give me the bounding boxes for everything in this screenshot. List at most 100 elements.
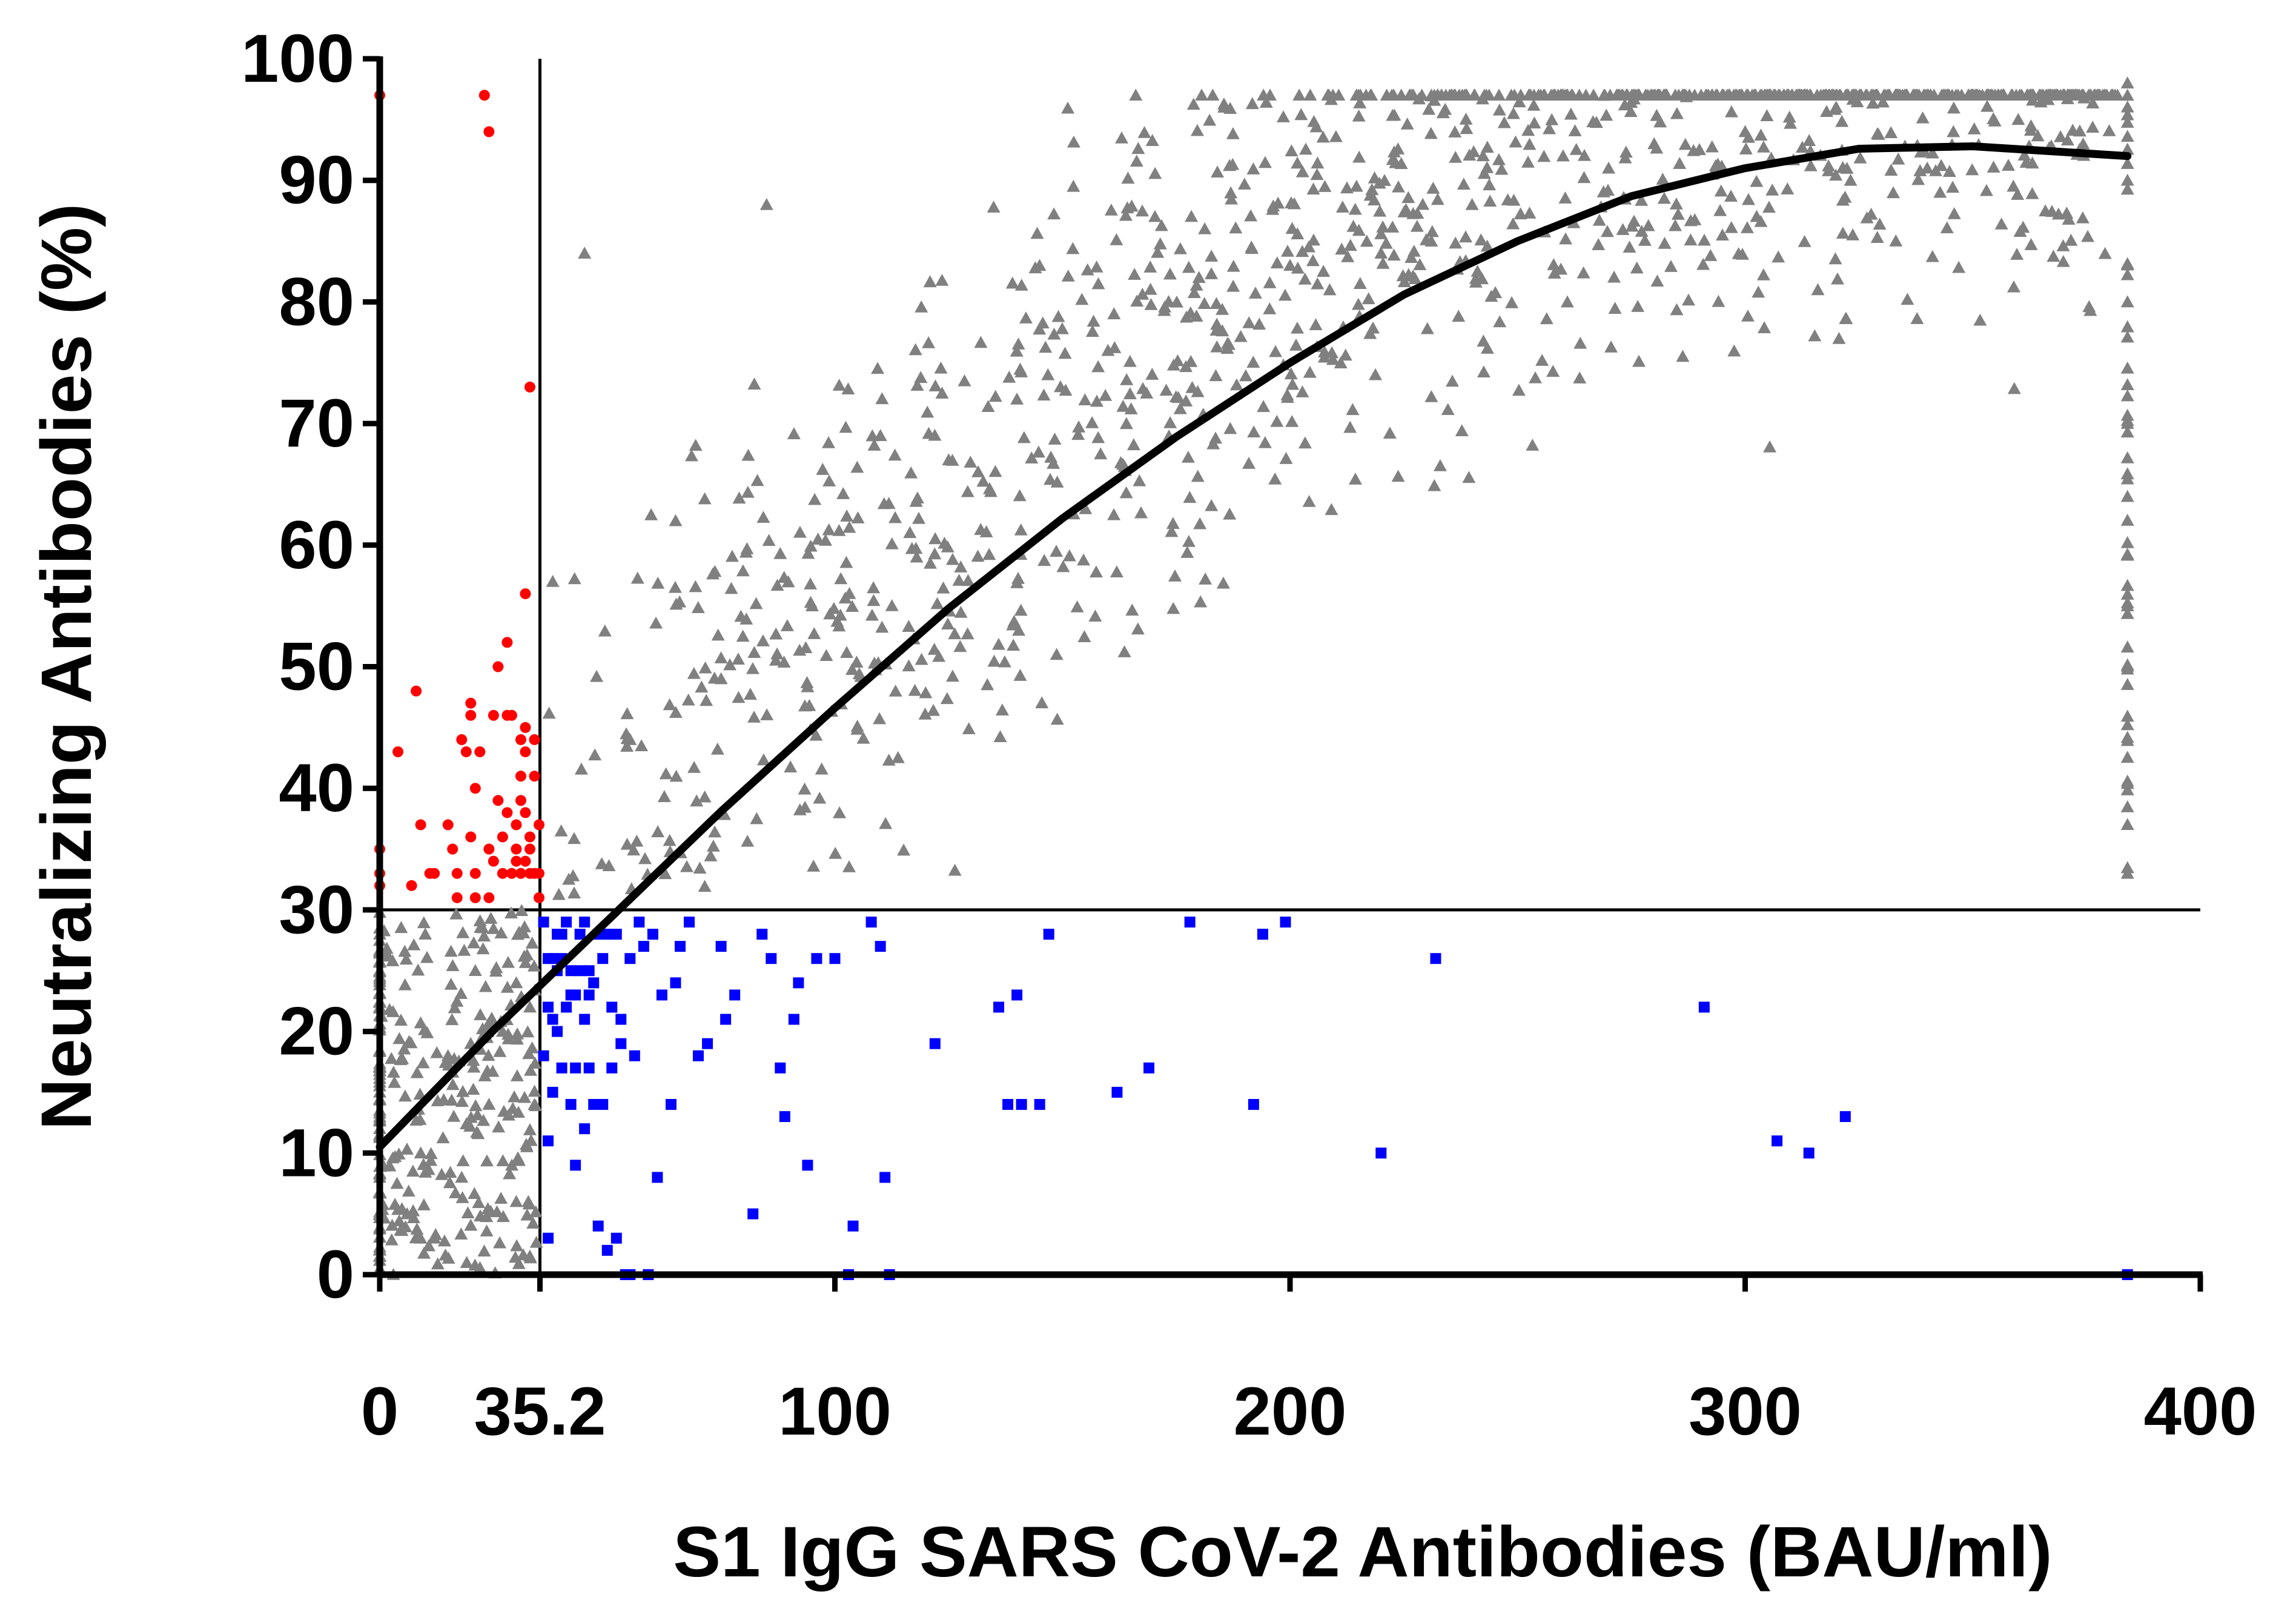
red-point xyxy=(534,868,545,879)
gray-point xyxy=(409,1231,423,1244)
gray-point xyxy=(1480,239,1494,252)
gray-point xyxy=(2013,225,2027,237)
gray-point xyxy=(1910,312,1924,324)
gray-point xyxy=(1283,259,1297,271)
red-point xyxy=(415,819,426,831)
gray-point xyxy=(2025,156,2039,169)
gray-point xyxy=(706,839,720,852)
gray-point xyxy=(510,1239,524,1252)
gray-point xyxy=(700,694,713,706)
gray-point xyxy=(834,572,848,585)
gray-point xyxy=(693,861,707,874)
gray-point xyxy=(455,1170,469,1183)
gray-point xyxy=(1884,126,1898,138)
gray-point xyxy=(1576,266,1590,279)
gray-point xyxy=(1119,208,1133,221)
gray-point xyxy=(961,485,974,497)
gray-point xyxy=(680,860,693,872)
gray-point xyxy=(2120,268,2134,280)
gray-point xyxy=(2007,382,2021,394)
gray-point xyxy=(1033,322,1047,335)
x-axis-ticks: 0 35.2 100 200 300 400 xyxy=(361,1275,2257,1449)
blue-point xyxy=(1143,1062,1155,1074)
gray-point xyxy=(1705,88,1719,101)
gray-point xyxy=(2120,678,2134,690)
gray-point xyxy=(1245,241,1259,253)
gray-point xyxy=(481,1049,495,1061)
gray-point xyxy=(1338,348,1352,361)
gray-point xyxy=(1291,227,1305,240)
gray-point xyxy=(1263,276,1277,288)
blue-point xyxy=(747,1208,759,1220)
gray-point xyxy=(1144,297,1158,310)
gray-point xyxy=(1170,295,1183,308)
gray-point xyxy=(503,1167,517,1180)
gray-point xyxy=(1428,93,1441,106)
gray-point xyxy=(1348,202,1362,215)
gray-point xyxy=(463,1120,477,1132)
gray-point xyxy=(1669,197,1683,210)
gray-point xyxy=(888,448,902,461)
gray-point xyxy=(1556,149,1570,162)
gray-point xyxy=(850,460,864,473)
gray-point xyxy=(407,938,421,951)
gray-point xyxy=(518,920,532,932)
gray-point xyxy=(1756,268,1770,280)
gray-point xyxy=(669,514,683,526)
gray-point xyxy=(850,656,864,668)
gray-point xyxy=(657,790,671,802)
blue-point xyxy=(592,1220,604,1232)
gray-point xyxy=(455,1191,469,1203)
gray-point xyxy=(1166,517,1180,529)
x-tick-label: 300 xyxy=(1689,1373,1802,1449)
gray-point xyxy=(1353,277,1367,289)
blue-point xyxy=(547,953,558,964)
gray-point xyxy=(1059,383,1073,396)
gray-point xyxy=(1346,219,1360,232)
gray-point xyxy=(1309,120,1323,133)
gray-point xyxy=(461,1206,475,1219)
gray-point xyxy=(1506,217,1520,230)
blue-point xyxy=(652,1172,663,1183)
gray-point xyxy=(1159,383,1173,396)
gray-point xyxy=(687,760,701,773)
blue-point xyxy=(547,1014,558,1025)
gray-point xyxy=(1559,232,1573,245)
gray-point xyxy=(472,1196,486,1209)
blue-point xyxy=(570,1062,581,1074)
gray-point xyxy=(1242,457,1256,469)
gray-point xyxy=(466,1083,480,1095)
gray-point xyxy=(1838,190,1852,203)
gray-point xyxy=(398,1089,412,1102)
gray-point xyxy=(1258,156,1272,168)
gray-point xyxy=(1828,252,1842,265)
gray-point xyxy=(1947,207,1961,219)
gray-point xyxy=(1211,165,1225,178)
gray-point xyxy=(1321,88,1335,101)
gray-point xyxy=(471,1127,485,1140)
gray-triangle-series xyxy=(373,76,2134,1280)
gray-point xyxy=(1523,138,1537,150)
gray-point xyxy=(1627,214,1641,227)
blue-point xyxy=(538,1050,549,1061)
gray-point xyxy=(2120,389,2134,402)
gray-point xyxy=(1125,199,1139,212)
gray-point xyxy=(2073,124,2086,137)
gray-point xyxy=(704,849,718,861)
gray-point xyxy=(1110,565,1123,578)
gray-point xyxy=(446,959,460,971)
gray-point xyxy=(923,556,937,569)
gray-point xyxy=(1547,267,1561,279)
gray-point xyxy=(1477,334,1490,347)
gray-point xyxy=(809,728,823,741)
gray-point xyxy=(1514,207,1527,219)
gray-point xyxy=(927,703,941,716)
red-point xyxy=(483,892,495,903)
gray-point xyxy=(651,576,665,589)
gray-point xyxy=(839,420,853,433)
gray-point xyxy=(385,1233,399,1246)
x-tick-label: 100 xyxy=(778,1373,892,1449)
gray-point xyxy=(2017,148,2031,161)
red-point xyxy=(469,892,481,903)
gray-point xyxy=(1182,261,1196,273)
